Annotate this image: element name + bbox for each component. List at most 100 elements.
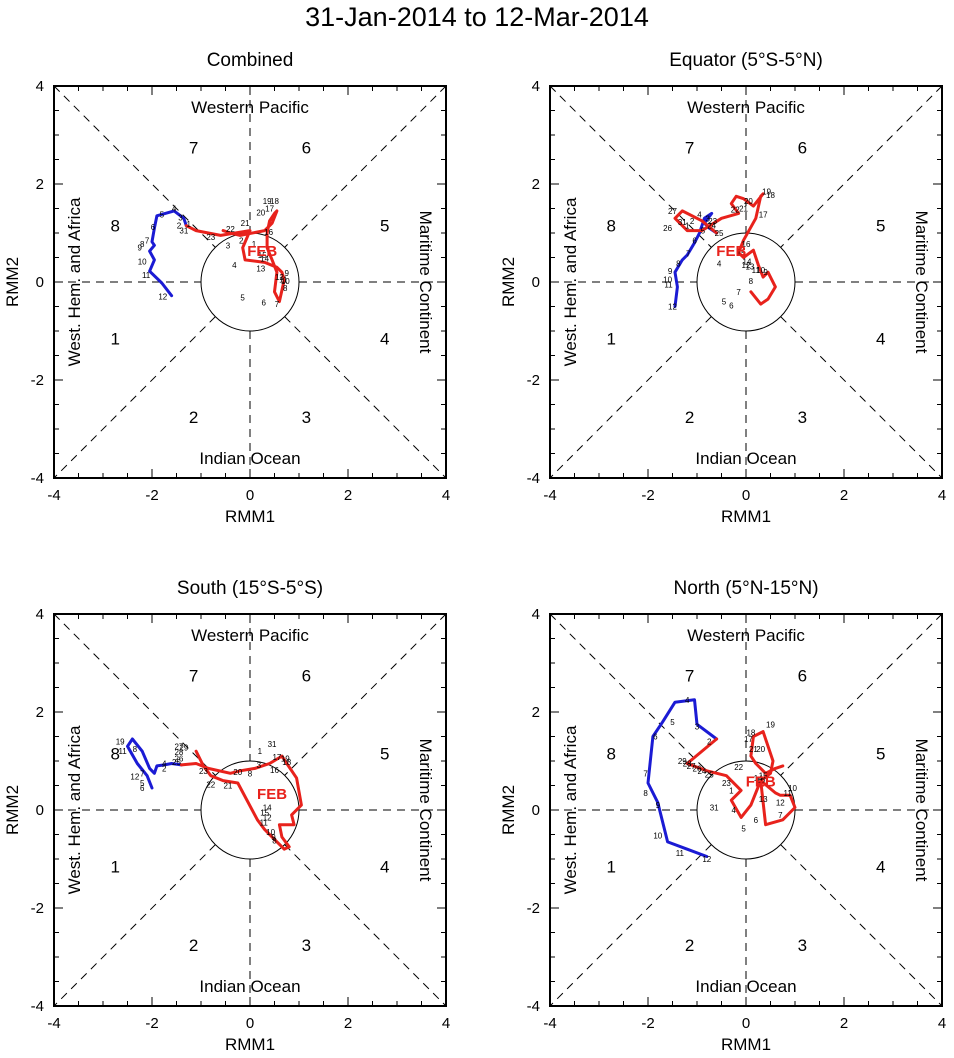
day-label: 11 [676, 849, 685, 858]
phase-number-2: 2 [189, 936, 198, 955]
phase-number-1: 1 [111, 329, 120, 348]
day-label: 23 [199, 767, 208, 776]
day-label: 8 [140, 240, 145, 249]
region-label-maritime-continent: Maritime Continent [912, 739, 931, 882]
day-label: 2 [162, 764, 167, 773]
phase-divider-line [549, 844, 712, 1007]
y-axis-label: RMM2 [3, 785, 22, 835]
day-label: 24 [707, 222, 716, 231]
day-label: 13 [759, 795, 768, 804]
phase-divider-line [549, 316, 712, 479]
phase-number-7: 7 [189, 138, 198, 157]
phase-divider-line [53, 613, 216, 776]
day-label: 1 [258, 747, 263, 756]
day-label: 17 [272, 753, 281, 762]
phase-number-3: 3 [302, 936, 311, 955]
y-tick-label: 4 [36, 78, 44, 95]
x-tick-label: 0 [742, 1015, 750, 1032]
day-label: 25 [172, 758, 181, 767]
day-label: 1 [187, 220, 192, 229]
x-tick-label: 4 [442, 487, 450, 504]
day-label: 5 [670, 718, 675, 727]
day-label: 21 [223, 782, 232, 791]
y-tick-label: -4 [527, 470, 540, 487]
day-label: 5 [701, 227, 706, 236]
series-line-february [184, 209, 286, 304]
region-label-western-pacific: Western Pacific [191, 626, 309, 645]
day-label: 22 [734, 763, 743, 772]
day-label: 8 [272, 836, 277, 845]
region-label-west-hem-africa: West. Hem. and Africa [65, 197, 84, 366]
figure-title: 31-Jan-2014 to 12-Mar-2014 [305, 2, 649, 32]
day-label: 6 [261, 299, 266, 308]
day-label: 31 [268, 740, 277, 749]
y-tick-label: 4 [36, 606, 44, 623]
day-label: 19 [281, 755, 290, 764]
phase-divider-line [549, 85, 712, 248]
day-label: 27 [687, 762, 696, 771]
y-axis-label: RMM2 [499, 257, 518, 307]
day-label: 4 [172, 205, 177, 214]
phase-number-5: 5 [380, 745, 389, 764]
y-tick-label: -4 [31, 470, 44, 487]
day-label: 16 [264, 228, 273, 237]
day-label: 3 [706, 214, 711, 223]
x-tick-label: 2 [344, 1015, 352, 1032]
phase-divider-line [53, 316, 216, 479]
y-tick-label: -4 [31, 998, 44, 1015]
day-label: 18 [270, 197, 279, 206]
day-label: 12 [742, 261, 751, 270]
x-tick-label: 2 [344, 487, 352, 504]
phase-number-8: 8 [111, 217, 120, 236]
region-label-west-hem-africa: West. Hem. and Africa [561, 197, 580, 366]
day-label: 13 [745, 262, 754, 271]
day-label: 13 [256, 264, 265, 273]
day-label: 4 [697, 210, 702, 219]
day-label: 27 [668, 207, 677, 216]
day-label: 4 [162, 759, 167, 768]
phase-number-8: 8 [607, 217, 616, 236]
day-label: 7 [643, 769, 648, 778]
day-label: 20 [256, 208, 265, 217]
x-axis-label: RMM1 [225, 507, 275, 526]
x-tick-label: -2 [145, 487, 158, 504]
day-label: 2 [239, 236, 244, 245]
y-axis-label: RMM2 [499, 785, 518, 835]
day-label: 15 [260, 808, 269, 817]
day-label: 7 [736, 288, 741, 297]
day-label: 9 [668, 267, 673, 276]
chart-panel-2: Equator (5°S-5°N)-4 -2 0 2 4-4-2024RMM1RMM2W… [499, 50, 946, 526]
phase-divider-line [780, 316, 943, 479]
day-label: 4 [732, 806, 737, 815]
month-label-feb: FEB [257, 786, 287, 803]
day-label: 27 [174, 742, 183, 751]
region-label-western-pacific: Western Pacific [191, 98, 309, 117]
day-label: 19 [762, 187, 771, 196]
day-label: 8 [248, 769, 253, 778]
day-label: 9 [763, 268, 768, 277]
phase-number-8: 8 [607, 745, 616, 764]
day-label: 6 [729, 302, 734, 311]
region-label-west-hem-africa: West. Hem. and Africa [65, 725, 84, 894]
day-label: 23 [206, 233, 215, 242]
phase-number-6: 6 [798, 666, 807, 685]
y-tick-label: -2 [31, 900, 44, 917]
day-label: 25 [715, 229, 724, 238]
day-label: 21 [241, 219, 250, 228]
region-label-indian-ocean: Indian Ocean [199, 449, 300, 468]
day-label: 17 [265, 205, 274, 214]
day-label: 12 [702, 855, 711, 864]
y-tick-label: 0 [532, 274, 540, 291]
phase-number-2: 2 [189, 408, 198, 427]
x-axis-label: RMM1 [225, 1035, 275, 1054]
day-label: 8 [643, 789, 648, 798]
day-label: 18 [766, 191, 775, 200]
phase-number-3: 3 [798, 936, 807, 955]
day-label: 3 [226, 241, 231, 250]
month-label-feb: FEB [746, 774, 776, 791]
day-label: 19 [766, 720, 775, 729]
day-label: 11 [664, 280, 673, 289]
phase-number-5: 5 [876, 217, 885, 236]
day-label: 15 [759, 772, 768, 781]
